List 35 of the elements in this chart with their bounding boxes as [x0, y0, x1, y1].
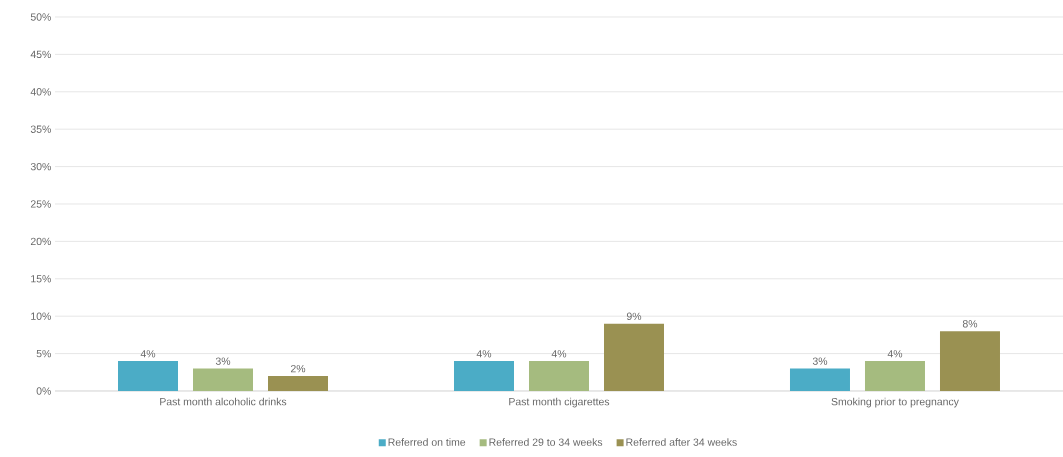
y-tick-label: 15% [31, 275, 51, 283]
data-label: 9% [626, 312, 642, 320]
bar [864, 361, 925, 391]
y-tick-label: 50% [30, 13, 51, 21]
bar [268, 376, 329, 391]
data-label: 8% [962, 320, 978, 328]
bar [789, 368, 850, 391]
data-label: 4% [887, 350, 903, 358]
data-label: 4% [551, 350, 567, 358]
y-tick-label: 20% [30, 237, 51, 246]
data-label: 3% [215, 357, 231, 365]
y-tick-label: 5% [36, 349, 51, 358]
bar [939, 331, 1000, 391]
data-label: 4% [476, 350, 492, 358]
y-tick-label: 35% [30, 125, 51, 133]
y-tick-label: 45% [30, 50, 51, 59]
legend-label: Referred 29 to 34 weeks [489, 438, 603, 446]
bar [118, 361, 179, 391]
bar [193, 368, 253, 391]
y-tick-label: 30% [30, 162, 51, 171]
y-tick-label: 0% [36, 387, 51, 395]
x-tick-label: Past month cigarettes [509, 397, 610, 408]
bar [529, 361, 589, 391]
data-label: 4% [140, 350, 156, 358]
bar [604, 323, 664, 391]
x-tick-label: Smoking prior to pregnancy [831, 397, 959, 408]
data-label: 3% [812, 357, 828, 365]
legend-label: Referred after 34 weeks [626, 438, 737, 446]
y-tick-label: 10% [31, 312, 51, 320]
data-label: 2% [290, 364, 306, 373]
y-tick-label: 25% [30, 200, 51, 208]
bar [453, 361, 514, 391]
legend-label: Referred on time [388, 438, 466, 446]
y-tick-label: 40% [30, 88, 51, 96]
x-tick-label: Past month alcoholic drinks [160, 397, 287, 406]
